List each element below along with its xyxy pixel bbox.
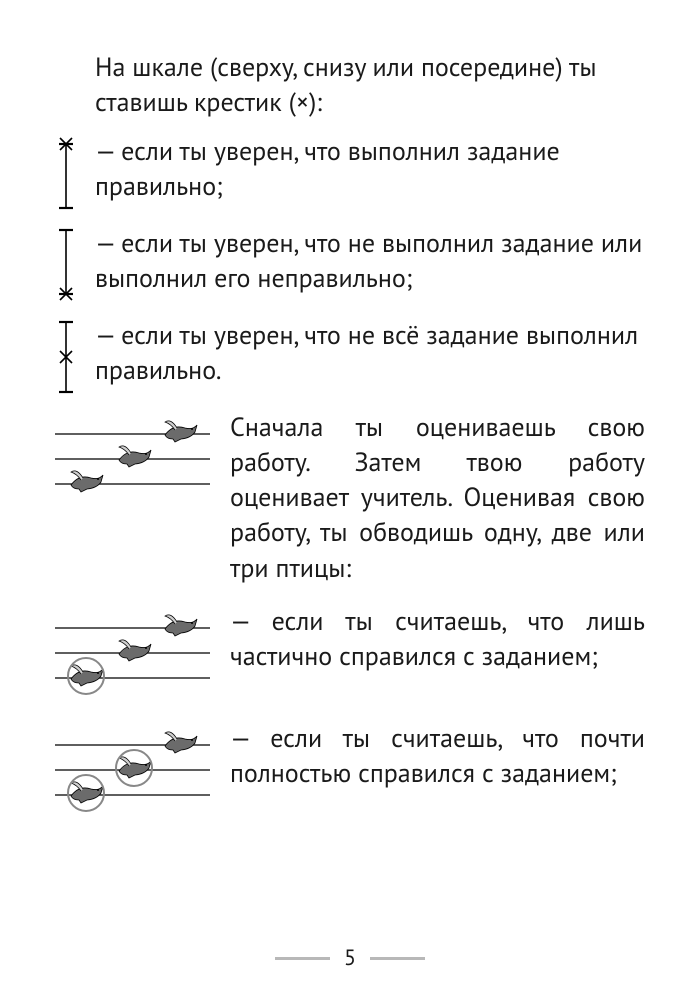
birds-intro-row: Сначала ты оцениваешь свою работу. Затем… (55, 410, 645, 585)
birds-text-1: — если ты считаешь, что лишь частично сп… (230, 604, 645, 674)
scale-text-2: — если ты уверен, что не выполнил за­дан… (95, 226, 645, 296)
scale-row-1: — если ты уверен, что выполнил зада­ние … (55, 134, 645, 210)
birds-row-1: — если ты считаешь, что лишь частично сп… (55, 604, 645, 703)
scale-cross-top-icon (55, 136, 77, 210)
birds-row-2: — если ты считаешь, что почти полностью … (55, 721, 645, 820)
birds-one-circled-icon (55, 608, 210, 703)
birds-intro-text: Сначала ты оцениваешь свою работу. Затем… (230, 410, 645, 585)
page-footer: 5 (0, 944, 700, 972)
scale-text-1: — если ты уверен, что выполнил зада­ние … (95, 134, 645, 204)
page-number: 5 (344, 944, 356, 972)
scale-text-3: — если ты уверен, что не всё задание вып… (95, 318, 645, 388)
scale-cross-bottom-icon (55, 228, 77, 302)
footer-line-right (370, 957, 425, 960)
intro-text: На шкале (сверху, снизу или посереди­не)… (95, 50, 645, 120)
birds-two-circled-icon (55, 725, 210, 820)
birds-intro-icon (55, 414, 210, 509)
scale-cross-middle-icon (55, 320, 77, 394)
scale-row-3: — если ты уверен, что не всё задание вып… (55, 318, 645, 394)
birds-text-2: — если ты считаешь, что почти полностью … (230, 721, 645, 791)
footer-line-left (275, 957, 330, 960)
scale-row-2: — если ты уверен, что не выполнил за­дан… (55, 226, 645, 302)
